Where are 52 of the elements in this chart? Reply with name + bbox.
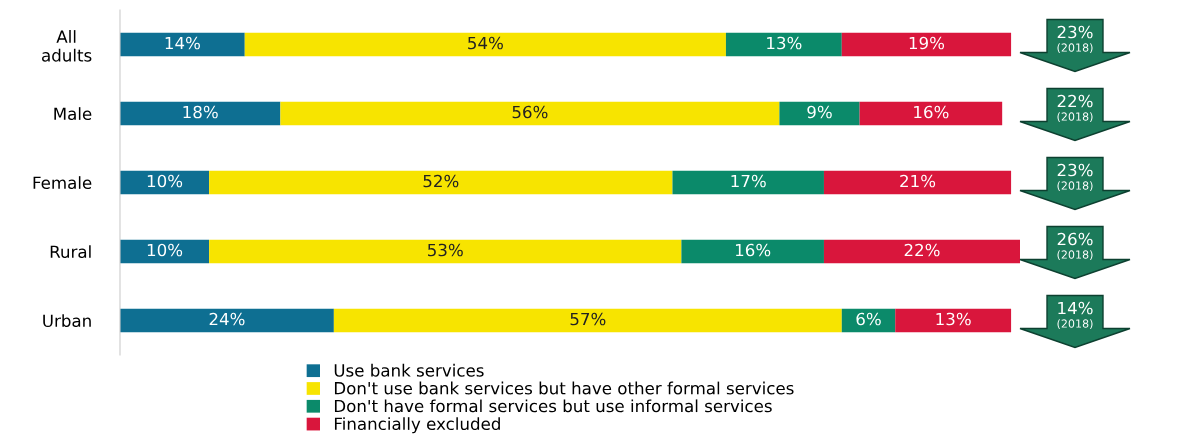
bar [209, 239, 682, 264]
text: 22% (2018) [1057, 94, 1093, 123]
data-label: 9% [807, 105, 832, 119]
data-label: 17% [731, 174, 766, 188]
bar [120, 101, 281, 126]
y-tick-label: Rural [50, 245, 91, 259]
data-label: 6% [856, 312, 881, 326]
y-tick-label: Male [54, 107, 92, 121]
bar [681, 239, 824, 264]
data-label: 13% [767, 36, 802, 50]
data-label: 13% [936, 312, 971, 326]
data-label: 19% [909, 36, 945, 50]
data-label: 14% [165, 36, 200, 50]
text: 23% (2018) [1057, 163, 1093, 192]
data-label: 22% [904, 243, 940, 257]
y-tick-label: Female [33, 176, 92, 190]
legend-label: Don't use bank services but have other formal services [334, 381, 794, 395]
data-label: 24% [209, 312, 245, 326]
bar [841, 32, 1012, 57]
text: 14% (2018) [1057, 301, 1093, 330]
bar [725, 32, 842, 57]
legend-label: Use bank services [334, 363, 484, 377]
text: 26% (2018) [1057, 232, 1093, 261]
data-label: 18% [183, 105, 218, 119]
bar [120, 170, 210, 195]
bar [823, 170, 1012, 195]
data-label: 52% [423, 174, 459, 188]
data-label: 10% [147, 243, 183, 257]
text: 23% (2018) [1057, 25, 1093, 54]
bar [280, 101, 780, 126]
legend-label: Don't have formal services but use informal services [334, 399, 772, 413]
bar [120, 239, 210, 264]
data-label: 10% [147, 174, 183, 188]
y-tick-label: All adults [42, 30, 92, 62]
data-label: 57% [570, 312, 606, 326]
data-label: 56% [512, 105, 548, 119]
data-label: 16% [735, 243, 771, 257]
bar [120, 308, 334, 333]
data-label: 16% [914, 105, 949, 119]
data-label: 21% [900, 174, 936, 188]
bar [779, 101, 860, 126]
data-label: 53% [428, 243, 463, 257]
bar [859, 101, 1003, 126]
bar [672, 170, 824, 195]
bar [333, 308, 842, 333]
bar [120, 32, 245, 57]
legend-label: Financially excluded [334, 417, 500, 434]
bar [209, 170, 673, 195]
y-tick-label: Urban [43, 314, 91, 328]
bar [244, 32, 726, 57]
data-label: 54% [468, 36, 503, 50]
bar [895, 308, 1012, 333]
